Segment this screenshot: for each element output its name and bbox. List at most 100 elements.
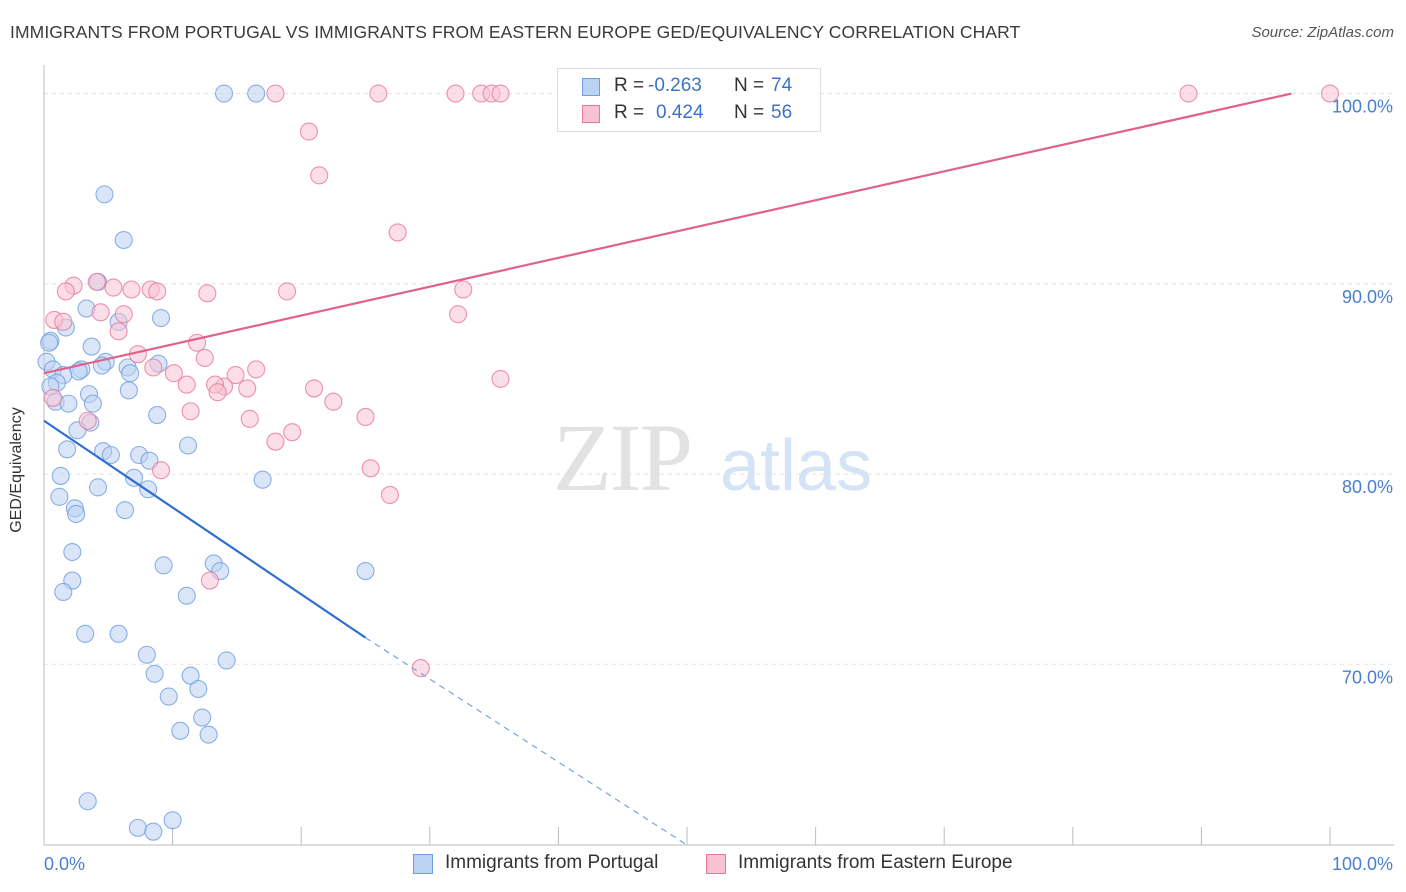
data-point <box>151 308 171 328</box>
r-label: R = <box>614 75 645 96</box>
data-point <box>1179 84 1198 103</box>
r-label: R = <box>614 102 645 123</box>
data-point <box>195 348 214 368</box>
trend-line <box>43 92 1292 375</box>
data-point <box>178 436 198 455</box>
data-point <box>54 312 73 331</box>
n-value: 74 <box>771 75 793 96</box>
trend-line <box>43 419 367 639</box>
data-point <box>361 459 380 478</box>
watermark-zip: ZIP <box>553 404 691 511</box>
data-point <box>56 282 75 301</box>
data-point <box>109 624 128 643</box>
data-point <box>144 822 163 841</box>
axes <box>43 65 1394 846</box>
data-point <box>388 223 407 242</box>
stats-row-portugal: R = -0.263 N = 74 <box>558 74 820 100</box>
data-point <box>310 166 329 185</box>
data-point <box>115 501 135 520</box>
legend-label-eastern-europe: Immigrants from Eastern Europe <box>738 852 1013 873</box>
data-point <box>380 485 399 505</box>
y-tick-label: 100.0% <box>1332 97 1393 117</box>
series-legend: Immigrants from Portugal Immigrants from… <box>0 852 1406 878</box>
data-point <box>181 402 200 421</box>
x-tick-label: 0.0% <box>44 854 85 874</box>
data-point <box>454 280 473 299</box>
data-point <box>177 586 196 605</box>
data-point <box>50 487 69 506</box>
data-point <box>151 461 171 480</box>
series-layer <box>37 84 1340 841</box>
data-point <box>43 388 63 407</box>
legend-label-portugal: Immigrants from Portugal <box>445 852 659 873</box>
data-point <box>119 381 138 400</box>
stats-legend: R = -0.263 N = 74 R = 0.424 N = 56 <box>557 68 821 132</box>
watermark-atlas: atlas <box>720 426 872 506</box>
data-point <box>217 651 236 670</box>
data-point <box>163 811 182 830</box>
data-point <box>101 445 120 465</box>
data-point <box>51 466 70 485</box>
data-point <box>114 230 133 250</box>
data-point <box>122 280 141 299</box>
data-point <box>87 272 106 291</box>
data-point <box>171 721 190 740</box>
data-point <box>449 305 468 324</box>
data-point <box>1320 84 1340 103</box>
data-point <box>114 305 133 324</box>
data-point <box>154 556 173 575</box>
data-point <box>299 122 318 141</box>
data-point <box>278 282 297 301</box>
data-point <box>144 358 163 377</box>
y-axis-label: GED/Equivalency <box>8 407 25 533</box>
data-point <box>247 84 266 103</box>
series-eastern-europe <box>43 84 1340 678</box>
data-point <box>356 407 375 427</box>
data-point <box>104 278 123 297</box>
data-point <box>491 84 510 103</box>
data-point <box>109 322 128 341</box>
data-point <box>305 379 324 398</box>
data-point <box>266 432 285 451</box>
data-point <box>198 284 217 303</box>
data-point <box>247 360 266 379</box>
data-point <box>200 571 219 590</box>
grid-lines <box>44 93 1394 665</box>
data-point <box>238 379 257 398</box>
data-point <box>226 366 245 385</box>
data-point <box>189 679 208 699</box>
data-point <box>369 84 388 103</box>
data-point <box>266 84 285 103</box>
data-point <box>181 666 200 685</box>
swatch-portugal <box>582 78 600 96</box>
data-point <box>58 440 77 459</box>
x-tick-label: 100.0% <box>1332 854 1393 874</box>
swatch-eastern-europe <box>582 105 600 123</box>
data-point <box>164 364 183 383</box>
series-portugal <box>37 84 375 841</box>
data-point <box>159 687 178 706</box>
data-point <box>411 659 430 678</box>
tick-labels: 70.0% 80.0% 90.0% 100.0% 0.0% 100.0% <box>44 97 1393 874</box>
source-credit: Source: ZipAtlas.com <box>1251 24 1394 41</box>
n-value: 56 <box>771 102 793 123</box>
data-point <box>324 392 343 411</box>
data-point <box>54 582 73 602</box>
data-point <box>59 394 78 413</box>
data-point <box>88 478 108 497</box>
data-point <box>199 725 218 744</box>
legend-swatch-portugal <box>413 854 433 874</box>
data-point <box>208 383 227 402</box>
data-point <box>95 185 114 204</box>
legend-swatch-eastern-europe <box>706 854 726 874</box>
n-label: N = <box>734 75 765 96</box>
data-point <box>253 470 272 489</box>
data-point <box>177 375 196 394</box>
chart-title: IMMIGRANTS FROM PORTUGAL VS IMMIGRANTS F… <box>10 22 1021 42</box>
data-point <box>137 645 156 664</box>
data-point <box>82 337 101 356</box>
data-point <box>78 792 97 811</box>
data-point <box>148 405 167 425</box>
data-point <box>63 542 82 562</box>
watermark: ZIP atlas <box>553 404 872 511</box>
